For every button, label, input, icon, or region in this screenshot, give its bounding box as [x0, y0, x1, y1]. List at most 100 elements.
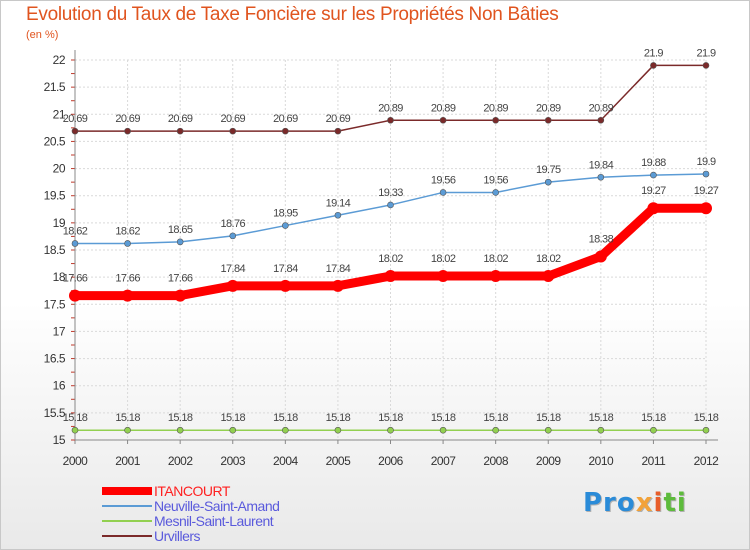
- data-point: [650, 62, 657, 69]
- data-label: 20.69: [168, 113, 193, 125]
- x-tick-label: 2009: [536, 454, 562, 468]
- data-label: 18.76: [220, 218, 245, 230]
- data-label: 15.18: [641, 412, 666, 424]
- data-label: 15.18: [63, 412, 88, 424]
- y-tick-label: 15: [53, 433, 66, 447]
- x-tick-label: 2002: [168, 454, 194, 468]
- data-label: 18.02: [483, 253, 508, 265]
- data-label: 18.62: [115, 225, 140, 237]
- proxiti-logo: Proxiti: [583, 488, 687, 518]
- data-label: 20.89: [378, 102, 403, 114]
- data-label: 17.66: [168, 273, 193, 285]
- data-point: [176, 127, 184, 135]
- y-tick-label: 20.5: [44, 134, 66, 148]
- data-label: 20.89: [536, 102, 561, 114]
- data-label: 19.14: [326, 197, 351, 209]
- data-point: [594, 250, 607, 263]
- legend-label: Mesnil-Saint-Laurent: [154, 513, 274, 529]
- data-label: 17.84: [273, 263, 298, 275]
- data-point: [229, 127, 237, 135]
- data-label: 19.88: [641, 157, 666, 169]
- data-label: 19.84: [589, 159, 614, 171]
- data-label: 20.69: [220, 113, 245, 125]
- y-tick-label: 19.5: [44, 189, 66, 203]
- data-label: 20.69: [115, 113, 140, 125]
- data-label: 15.18: [326, 412, 351, 424]
- data-point: [492, 426, 499, 434]
- data-label: 20.89: [589, 102, 614, 114]
- data-point: [489, 270, 502, 283]
- data-label: 17.66: [115, 273, 140, 285]
- y-tick-label: 21: [53, 107, 66, 121]
- data-label: 15.18: [483, 412, 508, 424]
- data-point: [597, 426, 605, 434]
- data-point: [439, 189, 447, 196]
- y-tick-label: 20: [53, 162, 66, 176]
- data-point: [387, 426, 394, 434]
- data-point: [647, 202, 660, 215]
- data-label: 18.95: [273, 208, 298, 220]
- data-point: [282, 222, 289, 229]
- y-tick-label: 18.5: [44, 243, 66, 257]
- legend-label: Neuville-Saint-Amand: [154, 498, 280, 514]
- data-label: 15.18: [115, 412, 140, 424]
- y-tick-label: 21.5: [44, 80, 66, 94]
- data-point: [282, 426, 289, 434]
- data-label: 18.02: [431, 253, 456, 265]
- data-label: 15.18: [168, 412, 193, 424]
- data-label: 15.18: [220, 412, 245, 424]
- data-point: [702, 426, 710, 434]
- legend-swatch: [102, 487, 152, 495]
- data-point: [597, 116, 605, 124]
- data-point: [226, 279, 239, 292]
- data-label: 19.56: [431, 174, 456, 186]
- data-label: 20.69: [63, 113, 88, 125]
- y-tick-label: 15.5: [44, 406, 66, 420]
- data-point: [176, 238, 184, 246]
- x-tick-label: 2000: [63, 454, 89, 468]
- data-label: 20.89: [431, 102, 456, 114]
- data-point: [544, 426, 552, 434]
- y-tick-label: 19: [53, 216, 66, 230]
- data-point: [282, 127, 289, 135]
- data-point: [702, 170, 710, 178]
- y-tick-label: 22: [53, 53, 66, 67]
- data-point: [229, 426, 237, 434]
- data-label: 18.38: [589, 234, 614, 246]
- legend-swatch: [102, 505, 152, 507]
- data-point: [334, 211, 342, 219]
- data-label: 15.18: [378, 412, 403, 424]
- x-tick-label: 2011: [642, 454, 667, 468]
- data-point: [439, 426, 447, 434]
- data-point: [229, 232, 237, 240]
- data-point: [544, 178, 552, 186]
- legend-swatch: [102, 520, 152, 522]
- x-tick-label: 2004: [273, 454, 299, 468]
- y-tick-label: 16.5: [44, 352, 66, 366]
- data-label: 19.56: [483, 174, 508, 186]
- data-point: [597, 173, 605, 181]
- data-point: [176, 426, 184, 434]
- data-point: [71, 127, 79, 135]
- data-point: [124, 127, 131, 135]
- data-label: 20.69: [273, 113, 298, 125]
- data-label: 17.84: [220, 263, 245, 275]
- data-label: 20.89: [483, 102, 508, 114]
- data-point: [702, 62, 710, 69]
- data-point: [331, 279, 344, 292]
- data-label: 18.65: [168, 224, 193, 236]
- data-label: 15.18: [273, 412, 298, 424]
- data-label: 18.62: [63, 225, 88, 237]
- legend-swatch: [102, 535, 152, 537]
- y-tick-label: 17: [53, 324, 66, 338]
- data-label: 18.02: [536, 253, 561, 265]
- y-tick-label: 17.5: [44, 297, 66, 311]
- data-point: [492, 116, 499, 124]
- data-point: [174, 289, 187, 302]
- data-point: [334, 426, 342, 434]
- data-label: 19.33: [378, 187, 403, 199]
- y-tick-label: 18: [53, 270, 66, 284]
- x-tick-label: 2010: [588, 454, 614, 468]
- y-unit-label: (en %): [26, 29, 59, 41]
